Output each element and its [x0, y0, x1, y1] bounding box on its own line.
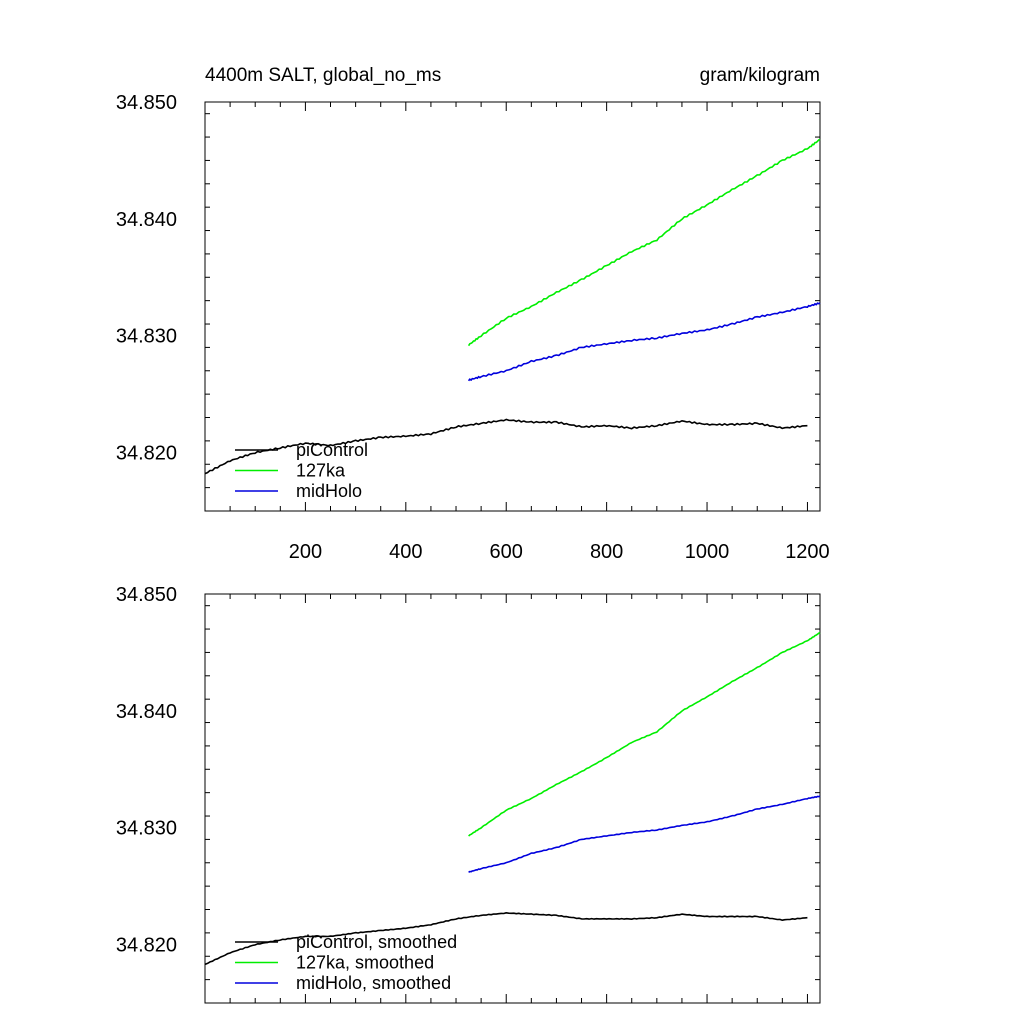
- x-tick-label: 1200: [785, 541, 830, 563]
- legend-label: midHolo, smoothed: [296, 973, 451, 993]
- x-tick-label: 400: [389, 541, 422, 563]
- y-tick-label: 34.820: [116, 443, 177, 465]
- y-tick-label: 34.830: [116, 326, 177, 348]
- x-tick-label: 800: [590, 541, 623, 563]
- x-tick-label: 1000: [685, 541, 730, 563]
- series-line-127ka: [468, 631, 821, 837]
- y-tick-label: 34.840: [116, 209, 177, 231]
- legend-label: piControl, smoothed: [296, 932, 457, 952]
- y-tick-label: 34.830: [116, 818, 177, 840]
- x-tick-label: 200: [289, 541, 322, 563]
- series-line-picontrol: [204, 911, 808, 966]
- legend-label: 127ka, smoothed: [296, 953, 434, 973]
- series-line-midholo: [468, 795, 821, 874]
- chart-panel-2: 34.820 34.830 34.840 34.850 piControl, smoot…: [116, 584, 821, 1004]
- chart-panel-1: 200 400 600 800 1000 1200 34.820 34.830 34.840 34…: [116, 65, 830, 563]
- series-line-127ka: [467, 138, 821, 347]
- series-line-picontrol: [204, 418, 808, 475]
- series-line-midholo: [467, 302, 821, 382]
- y-tick-label: 34.820: [116, 935, 177, 957]
- chart-title: 4400m SALT, global_no_ms: [205, 65, 441, 86]
- legend-label: piControl: [296, 440, 368, 460]
- y-tick-label: 34.850: [116, 92, 177, 114]
- y-tick-label: 34.840: [116, 701, 177, 723]
- legend-label: midHolo: [296, 481, 362, 501]
- units-label: gram/kilogram: [700, 65, 820, 86]
- legend-label: 127ka: [296, 461, 346, 481]
- plot-frame: [204, 101, 821, 512]
- y-tick-label: 34.850: [116, 584, 177, 606]
- x-tick-label: 600: [490, 541, 523, 563]
- plot-frame: [204, 593, 821, 1004]
